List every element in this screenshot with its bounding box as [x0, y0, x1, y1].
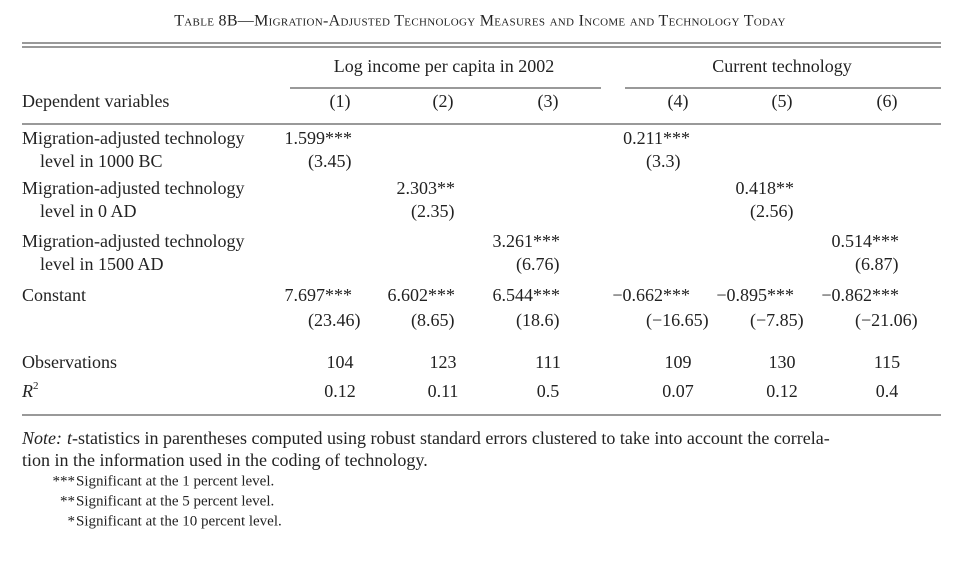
- coefficient: −0.895***: [716, 285, 794, 305]
- t-statistic: (2.35): [411, 201, 455, 222]
- r-squared: 0.12: [766, 381, 798, 401]
- t-statistic: (23.46): [308, 310, 361, 331]
- group-header: Current technology: [712, 56, 851, 76]
- footnote-marker: ***: [53, 473, 76, 489]
- coefficient: 6.602***: [388, 285, 456, 305]
- t-statistic: (18.6): [516, 310, 560, 331]
- row-label: Migration-adjusted technology: [22, 231, 244, 251]
- row-label: Constant: [22, 285, 86, 305]
- coefficient: 3.261***: [493, 231, 561, 251]
- footnote-marker: *: [68, 513, 76, 529]
- t-statistic: (6.76): [516, 254, 560, 275]
- group-header: Log income per capita in 2002: [334, 56, 554, 76]
- t-statistic: (−7.85): [750, 310, 804, 331]
- footnote-marker: **: [60, 493, 75, 509]
- r-squared: 0.11: [428, 381, 459, 401]
- observations: 111: [535, 352, 561, 372]
- observations: 109: [665, 352, 692, 372]
- column-header: (5): [772, 91, 793, 112]
- t-statistic: (3.3): [646, 151, 681, 172]
- column-header: (6): [877, 91, 898, 112]
- row-label: Migration-adjusted technology: [22, 178, 244, 198]
- note-italic: t: [67, 428, 73, 448]
- coefficient: 0.514***: [832, 231, 900, 251]
- r-squared: 0.12: [324, 381, 356, 401]
- t-statistic: (3.45): [308, 151, 352, 172]
- footnote-text: Significant at the 10 percent level.: [76, 513, 282, 529]
- coefficient: −0.662***: [612, 285, 690, 305]
- r-squared: 0.5: [537, 381, 560, 401]
- row-label: level in 0 AD: [40, 201, 137, 221]
- observations: 104: [327, 352, 354, 372]
- observations: 130: [769, 352, 796, 372]
- note-text: -statistics in parentheses computed usin…: [72, 428, 830, 448]
- row-label: R2: [21, 380, 39, 402]
- row-label: level in 1000 BC: [40, 151, 163, 171]
- table-title: Table 8B—Migration-Adjusted Technology M…: [174, 13, 786, 30]
- coefficient: 2.303**: [397, 178, 456, 198]
- stub-header: Dependent variables: [22, 91, 169, 111]
- observations: 115: [874, 352, 900, 372]
- r-squared: 0.07: [662, 381, 694, 401]
- coefficient: 6.544***: [493, 285, 561, 305]
- t-statistic: (8.65): [411, 310, 455, 331]
- superscript: 2: [33, 380, 39, 392]
- r-squared: 0.4: [876, 381, 899, 401]
- coefficient: 0.418**: [736, 178, 795, 198]
- t-statistic: (2.56): [750, 201, 794, 222]
- coefficient: 0.211***: [623, 128, 690, 148]
- column-header: (3): [538, 91, 559, 112]
- footnote-text: Significant at the 1 percent level.: [76, 473, 274, 489]
- observations: 123: [430, 352, 457, 372]
- t-statistic: (−16.65): [646, 310, 709, 331]
- coefficient: 7.697***: [285, 285, 353, 305]
- row-label: Observations: [22, 352, 117, 372]
- note-lead: Note: t-statistics in parentheses compute…: [21, 428, 830, 448]
- t-statistic: (−21.06): [855, 310, 918, 331]
- column-header: (1): [330, 91, 351, 112]
- t-statistic: (6.87): [855, 254, 899, 275]
- footnote-text: Significant at the 5 percent level.: [76, 493, 274, 509]
- note-text: tion in the information used in the codi…: [22, 450, 428, 470]
- coefficient: −0.862***: [821, 285, 899, 305]
- row-label: Migration-adjusted technology: [22, 128, 244, 148]
- coefficient: 1.599***: [285, 128, 353, 148]
- row-label: level in 1500 AD: [40, 254, 164, 274]
- column-header: (2): [433, 91, 454, 112]
- column-header: (4): [668, 91, 689, 112]
